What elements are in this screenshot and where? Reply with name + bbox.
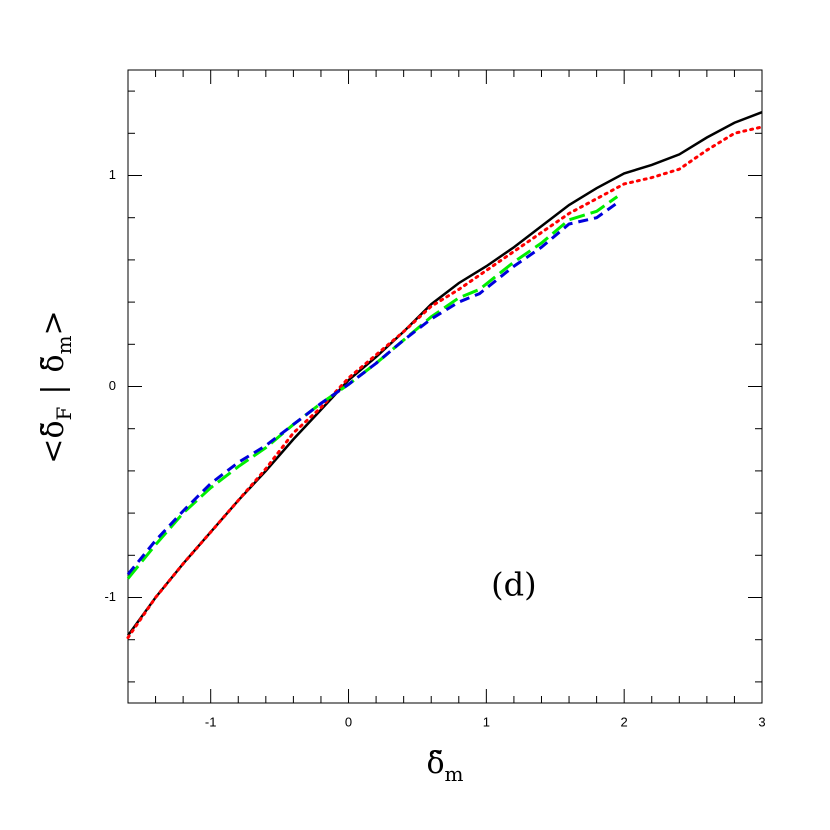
plot-frame [127, 69, 763, 704]
y-label-subscript: F [52, 406, 76, 420]
y-label-subscript2: m [52, 335, 76, 354]
y-label-symbol2: δ̃ [36, 354, 71, 372]
y-label-open: < [36, 439, 71, 464]
series-line [126, 195, 619, 580]
y-tick-label: 0 [109, 378, 116, 393]
y-tick-label: 1 [109, 167, 116, 182]
x-tick-label: 0 [345, 714, 352, 729]
x-tick-label: 3 [758, 714, 765, 729]
y-label-bar: | [36, 384, 71, 394]
series-line [126, 125, 764, 640]
y-label-close: > [36, 310, 71, 335]
x-label-subscript: m [445, 762, 464, 786]
x-tick-label: 1 [483, 714, 490, 729]
x-axis-label: δ̃m [426, 746, 463, 786]
x-tick-label: -1 [205, 714, 217, 729]
x-tick-label: 2 [621, 714, 628, 729]
x-label-symbol: δ̃ [426, 746, 444, 781]
annotation: (d) [491, 565, 536, 603]
y-label-symbol: δ̃ [36, 420, 71, 438]
series-line [126, 201, 619, 576]
y-axis-label: <δ̃F|δ̃m> [36, 310, 76, 463]
series-line [126, 111, 763, 637]
y-tick-label: -1 [104, 589, 116, 604]
